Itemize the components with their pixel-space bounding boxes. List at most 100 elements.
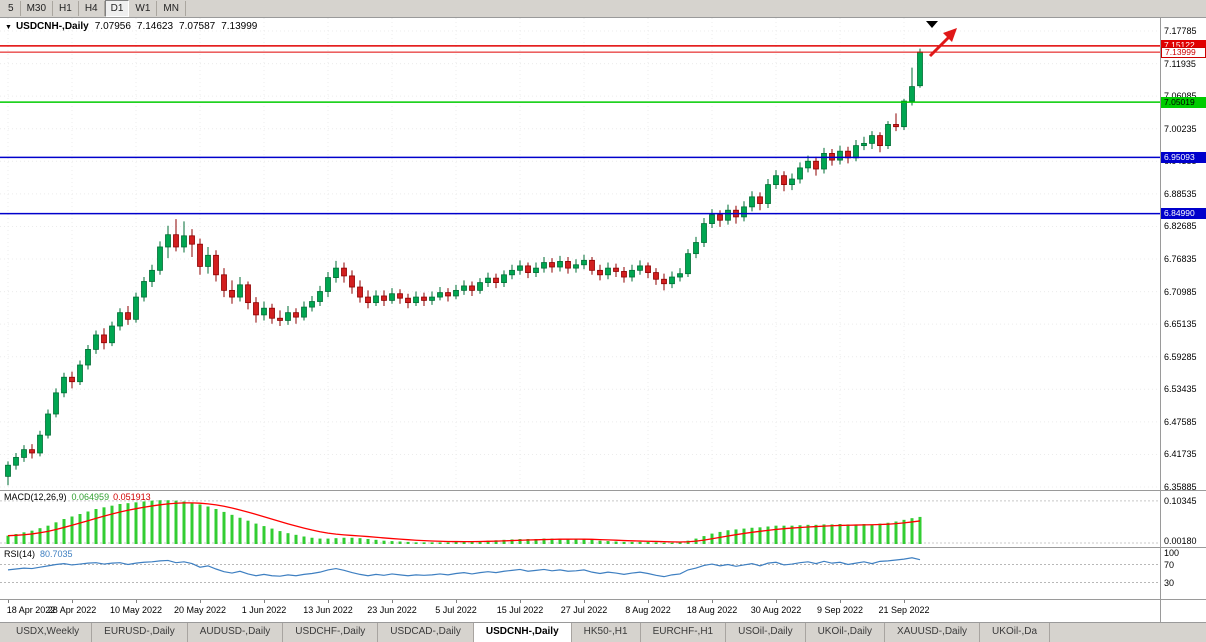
price-axis: 7.177857.119357.060857.002356.943856.885… — [1160, 18, 1206, 492]
macd-signal-value: 0.051913 — [113, 492, 151, 502]
tab-usdchf-daily[interactable]: USDCHF-,Daily — [283, 623, 379, 642]
time-tick — [8, 600, 9, 603]
time-tick — [136, 600, 137, 603]
price-axis-label: 6.53435 — [1164, 384, 1197, 395]
time-tick — [520, 600, 521, 603]
time-tick — [584, 600, 585, 603]
price-level-badge: 7.05019 — [1161, 96, 1206, 108]
time-tick — [328, 600, 329, 603]
price-axis-label: 7.00235 — [1164, 123, 1197, 134]
chart-tabs-bar: USDX,Weekly EURUSD-,Daily AUDUSD-,Daily USD… — [0, 622, 1206, 642]
date-label: 10 May 2022 — [109, 605, 163, 615]
tab-xauusd-daily[interactable]: XAUUSD-,Daily — [885, 623, 981, 642]
date-label: 15 Jul 2022 — [496, 605, 544, 615]
rsi-label: RSI(14) — [4, 549, 36, 559]
tab-usdcnh-daily[interactable]: USDCNH-,Daily — [473, 623, 572, 642]
time-tick — [904, 600, 905, 603]
tab-audusd-daily[interactable]: AUDUSD-,Daily — [188, 623, 284, 642]
horizontal-level-lines[interactable] — [0, 45, 1160, 215]
rsi-line — [7, 557, 921, 578]
price-axis-label: 7.06085 — [1164, 91, 1197, 101]
rsi-panel-label: RSI(14) 80.7035 — [4, 549, 73, 559]
rsi-axis: 100 70 30 — [1160, 548, 1206, 599]
macd-axis-label: 0.10345 — [1164, 495, 1197, 506]
price-axis-label: 6.59285 — [1164, 351, 1197, 362]
rsi-axis-label: 70 — [1164, 559, 1175, 570]
date-label: 1 Jun 2022 — [241, 605, 287, 615]
price-level-badge: 6.84990 — [1161, 208, 1206, 220]
time-axis[interactable]: 18 Apr 2022 28 Apr 2022 10 May 2022 20 May … — [0, 599, 1206, 622]
chart-dropdown-icon[interactable]: ▼ — [5, 24, 12, 31]
tab-usdx-weekly[interactable]: USDX,Weekly — [4, 623, 93, 642]
tab-ukoil-daily[interactable]: UKOil-,Daily — [806, 623, 886, 642]
price-axis-label: 6.82685 — [1164, 221, 1197, 232]
price-axis-label: 6.41735 — [1164, 449, 1197, 460]
timeframe-button-d1[interactable]: D1 — [104, 0, 130, 17]
price-axis-label: 7.11935 — [1164, 58, 1196, 69]
date-label: 27 Jul 2022 — [560, 605, 608, 615]
date-label: 18 Aug 2022 — [686, 605, 738, 615]
date-label: 23 Jun 2022 — [367, 605, 417, 615]
macd-grid — [0, 500, 1160, 544]
ohlc-high: 7.14623 — [136, 21, 174, 32]
macd-value: 0.064959 — [71, 492, 110, 502]
macd-histogram — [6, 500, 922, 544]
timeframe-button-5[interactable]: 5 — [2, 1, 21, 16]
timeframe-toolbar: 5 M30 H1 H4 D1 W1 MN — [0, 0, 1206, 18]
rsi-panel[interactable]: RSI(14) 80.7035 100 70 30 — [0, 547, 1206, 599]
grid — [0, 18, 1160, 490]
date-label: 20 May 2022 — [173, 605, 227, 615]
price-axis-label: 6.88535 — [1164, 188, 1197, 199]
tab-ukoil-da[interactable]: UKOil-,Da — [980, 623, 1051, 642]
timeframe-button-mn[interactable]: MN — [157, 1, 186, 16]
date-label: 13 Jun 2022 — [303, 605, 353, 615]
tab-hk50-h1[interactable]: HK50-,H1 — [572, 623, 641, 642]
price-axis-label: 6.70985 — [1164, 286, 1197, 297]
macd-signal-line — [7, 502, 921, 543]
date-label: 28 Apr 2022 — [47, 605, 97, 615]
price-chart — [0, 18, 1160, 490]
timeframe-button-h4[interactable]: H4 — [79, 1, 105, 16]
macd-panel[interactable]: MACD(12,26,9) 0.064959 0.051913 0.10345 0.0… — [0, 490, 1206, 547]
price-axis-label: 7.17785 — [1164, 26, 1197, 36]
price-axis-label: 6.65135 — [1164, 319, 1197, 330]
date-label: 8 Aug 2022 — [625, 605, 671, 615]
time-tick — [392, 600, 393, 603]
timeframe-button-h1[interactable]: H1 — [53, 1, 79, 16]
rsi-level-lines — [0, 564, 1160, 583]
price-level-badge: 7.15122 — [1161, 40, 1206, 52]
macd-panel-label: MACD(12,26,9) 0.064959 0.051913 — [4, 492, 151, 502]
down-arrow-marker[interactable] — [926, 21, 938, 28]
time-tick — [264, 600, 265, 603]
time-tick — [776, 600, 777, 603]
macd-chart — [0, 500, 1160, 544]
chart-symbol-title: USDCNH-,Daily — [15, 21, 89, 32]
rsi-chart — [0, 557, 1160, 583]
red-arrow-annotation[interactable] — [928, 28, 957, 58]
ohlc-low: 7.07587 — [179, 21, 216, 32]
timeframe-button-w1[interactable]: W1 — [129, 1, 158, 16]
ohlc-open: 7.07956 — [94, 21, 131, 32]
tab-usdcad-daily[interactable]: USDCAD-,Daily — [378, 623, 474, 642]
time-tick — [456, 600, 457, 603]
tab-usoil-daily[interactable]: USOil-,Daily — [726, 623, 806, 642]
date-label: 21 Sep 2022 — [878, 605, 930, 615]
axis-separator — [1160, 600, 1161, 622]
timeframe-button-m30[interactable]: M30 — [21, 1, 54, 16]
tab-eurchf-h1[interactable]: EURCHF-,H1 — [641, 623, 727, 642]
rsi-axis-label: 30 — [1164, 577, 1175, 588]
date-label: 30 Aug 2022 — [750, 605, 802, 615]
price-level-badge: 7.13999 — [1161, 46, 1206, 58]
main-chart-panel[interactable]: ▼ USDCNH-,Daily 7.07956 7.14623 7.07587 7.139… — [0, 18, 1206, 492]
time-tick — [72, 600, 73, 603]
price-axis-label: 6.76835 — [1164, 254, 1197, 264]
time-tick — [648, 600, 649, 603]
time-tick — [840, 600, 841, 603]
time-tick — [200, 600, 201, 603]
tab-eurusd-daily[interactable]: EURUSD-,Daily — [92, 623, 188, 642]
macd-label: MACD(12,26,9) — [4, 492, 67, 502]
date-label: 18 Apr 2022 — [6, 605, 56, 615]
ohlc-close: 7.13999 — [221, 21, 258, 32]
date-label: 5 Jul 2022 — [435, 605, 477, 615]
rsi-axis-label: 100 — [1164, 548, 1180, 558]
